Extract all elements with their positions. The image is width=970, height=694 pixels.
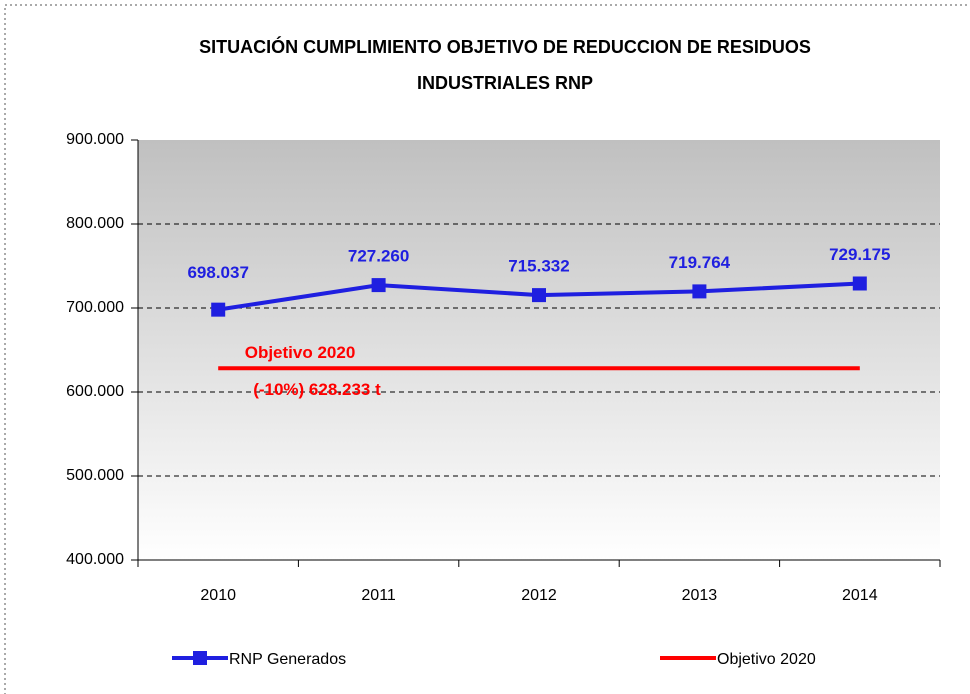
y-tick-label: 800.000 bbox=[66, 215, 124, 232]
legend-label: Objetivo 2020 bbox=[717, 651, 816, 668]
marker bbox=[852, 276, 867, 291]
y-tick-label: 700.000 bbox=[66, 299, 124, 316]
legend-marker bbox=[193, 651, 207, 665]
y-tick-label: 500.000 bbox=[66, 467, 124, 484]
y-tick-label: 400.000 bbox=[66, 551, 124, 568]
data-label: 719.764 bbox=[669, 253, 731, 272]
marker bbox=[371, 278, 386, 293]
plot-area bbox=[138, 140, 940, 560]
x-tick-label: 2012 bbox=[521, 587, 557, 604]
frame bbox=[4, 4, 970, 694]
y-tick-label: 900.000 bbox=[66, 131, 124, 148]
annotation: (-10%) 628.233 t bbox=[253, 380, 381, 399]
data-label: 729.175 bbox=[829, 245, 890, 264]
y-tick-label: 600.000 bbox=[66, 383, 124, 400]
chart-title: INDUSTRIALES RNP bbox=[417, 73, 593, 93]
chart-title: SITUACIÓN CUMPLIMIENTO OBJETIVO DE REDUC… bbox=[199, 36, 811, 57]
legend-label: RNP Generados bbox=[229, 651, 346, 668]
data-label: 715.332 bbox=[508, 257, 569, 276]
x-tick-label: 2014 bbox=[842, 587, 878, 604]
x-tick-label: 2013 bbox=[682, 587, 718, 604]
marker bbox=[211, 302, 226, 317]
marker bbox=[532, 288, 546, 303]
x-tick-label: 2010 bbox=[200, 587, 236, 604]
marker bbox=[692, 284, 707, 299]
x-tick-label: 2011 bbox=[361, 587, 396, 604]
data-label: 698.037 bbox=[187, 263, 248, 282]
data-label: 727.260 bbox=[348, 247, 409, 266]
annotation: Objetivo 2020 bbox=[245, 343, 356, 362]
